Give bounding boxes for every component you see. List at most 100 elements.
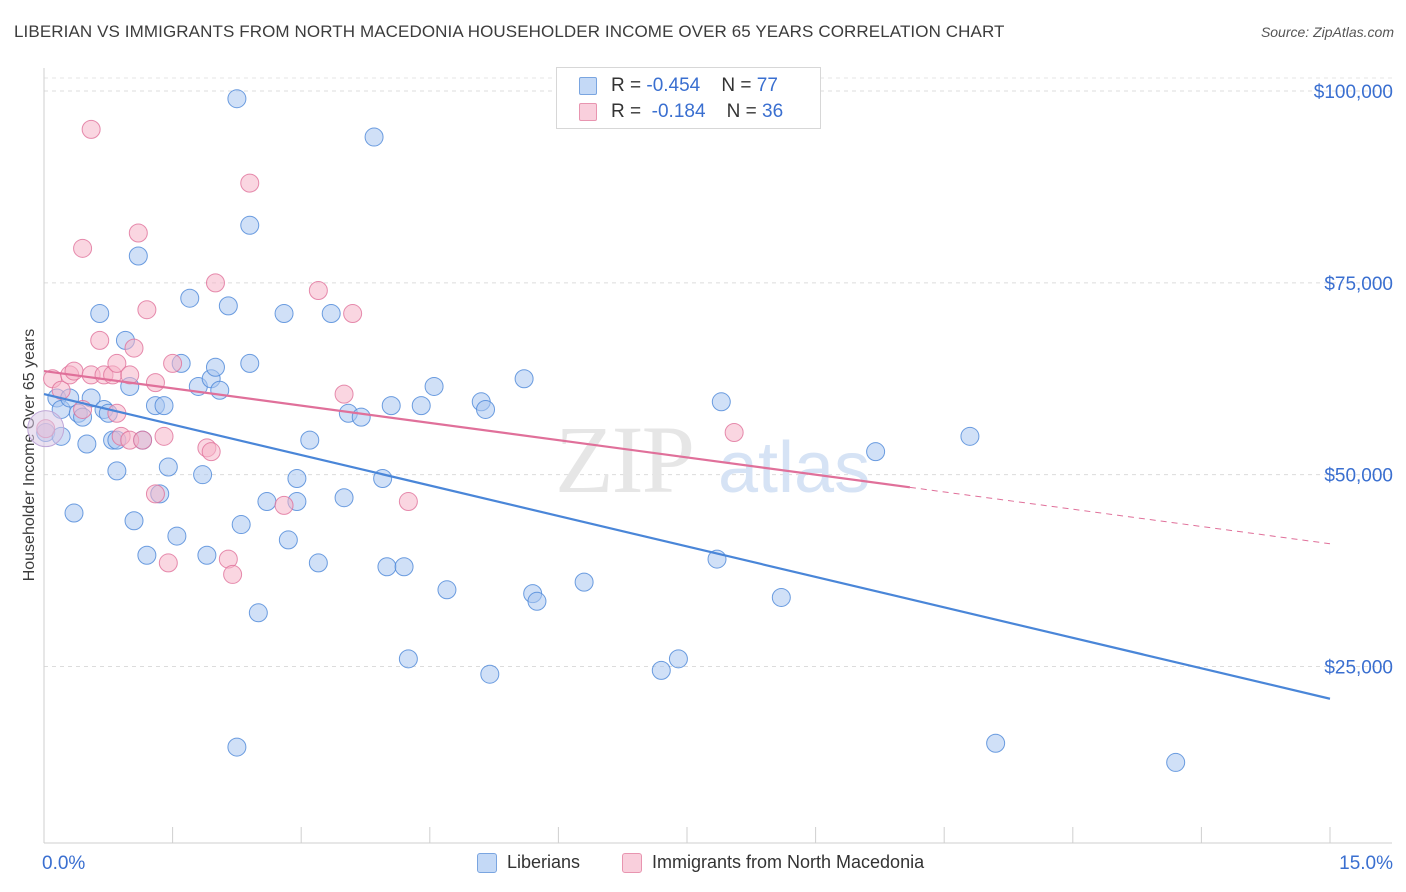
data-point[interactable]: [90, 330, 110, 350]
data-point[interactable]: [81, 119, 101, 139]
x-tick-label-max: 15.0%: [1339, 853, 1393, 874]
data-point[interactable]: [240, 173, 260, 193]
data-point[interactable]: [107, 353, 127, 373]
y-tick-label: $100,000: [1314, 82, 1393, 103]
data-point[interactable]: [167, 526, 187, 546]
data-point[interactable]: [90, 304, 110, 324]
data-point[interactable]: [77, 434, 97, 454]
stats-r-value-liberians: -0.454: [646, 75, 701, 96]
data-point[interactable]: [145, 373, 165, 393]
data-point[interactable]: [223, 564, 243, 584]
axis-layer: [43, 68, 1392, 844]
data-point[interactable]: [137, 300, 157, 320]
data-point[interactable]: [394, 557, 414, 577]
data-point[interactable]: [334, 384, 354, 404]
data-point[interactable]: [197, 545, 217, 565]
data-point[interactable]: [158, 457, 178, 477]
source-label: Source: ZipAtlas.com: [1260, 24, 1394, 40]
data-point[interactable]: [240, 353, 260, 373]
data-point[interactable]: [205, 357, 225, 377]
data-point[interactable]: [158, 553, 178, 573]
data-point[interactable]: [193, 465, 213, 485]
data-point[interactable]: [1166, 752, 1186, 772]
data-point[interactable]: [128, 246, 148, 266]
data-point[interactable]: [257, 492, 277, 512]
data-point[interactable]: [300, 430, 320, 450]
trend-line-liberians: [43, 393, 1331, 700]
data-point[interactable]: [120, 365, 140, 385]
data-point[interactable]: [201, 442, 221, 462]
data-point[interactable]: [724, 422, 744, 442]
data-point[interactable]: [73, 238, 93, 258]
stats-n-label: N =: [721, 75, 757, 96]
chart-title: LIBERIAN VS IMMIGRANTS FROM NORTH MACEDO…: [14, 22, 1005, 41]
data-point[interactable]: [154, 396, 174, 416]
data-point[interactable]: [527, 591, 547, 611]
data-point[interactable]: [476, 399, 496, 419]
data-point[interactable]: [287, 469, 307, 489]
data-point[interactable]: [651, 660, 671, 680]
stats-box: R = -0.454 N = 77 R = -0.184 N = 36: [556, 67, 821, 129]
data-point[interactable]: [145, 484, 165, 504]
data-point[interactable]: [308, 553, 328, 573]
data-point[interactable]: [137, 545, 157, 565]
legend-label-liberians: Liberians: [507, 852, 581, 872]
data-point[interactable]: [227, 737, 247, 757]
data-point[interactable]: [480, 664, 500, 684]
data-point[interactable]: [64, 503, 84, 523]
data-point[interactable]: [574, 572, 594, 592]
data-point[interactable]: [711, 392, 731, 412]
data-point[interactable]: [180, 288, 200, 308]
data-point[interactable]: [128, 223, 148, 243]
data-point[interactable]: [163, 353, 183, 373]
data-point[interactable]: [278, 530, 298, 550]
y-tick-label: $25,000: [1324, 658, 1393, 679]
data-point[interactable]: [133, 430, 153, 450]
legend-swatch-macedonia: [622, 853, 642, 873]
data-point[interactable]: [218, 296, 238, 316]
data-point[interactable]: [107, 461, 127, 481]
data-point[interactable]: [227, 89, 247, 109]
stats-n-value-liberians: 77: [756, 75, 778, 96]
data-point[interactable]: [398, 492, 418, 512]
data-point[interactable]: [205, 273, 225, 293]
data-point[interactable]: [771, 587, 791, 607]
data-point[interactable]: [124, 338, 144, 358]
data-point[interactable]: [668, 649, 688, 669]
data-point[interactable]: [381, 396, 401, 416]
data-point[interactable]: [64, 361, 84, 381]
stats-r-label: R =: [611, 101, 647, 122]
data-point[interactable]: [960, 426, 980, 446]
data-point[interactable]: [124, 511, 144, 531]
data-point[interactable]: [274, 304, 294, 324]
data-point[interactable]: [398, 649, 418, 669]
data-point[interactable]: [240, 215, 260, 235]
data-point[interactable]: [231, 515, 251, 535]
x-tick-label-min: 0.0%: [42, 853, 85, 874]
data-point[interactable]: [411, 396, 431, 416]
stats-swatch-macedonia: [579, 103, 597, 121]
trend-layer: [43, 370, 1331, 700]
data-point[interactable]: [248, 603, 268, 623]
y-tick-label: $50,000: [1324, 466, 1393, 487]
data-point[interactable]: [437, 580, 457, 600]
data-point[interactable]: [351, 407, 371, 427]
data-point[interactable]: [866, 442, 886, 462]
data-point[interactable]: [377, 557, 397, 577]
tick-labels: $25,000 $50,000 $75,000 $100,000 0.0% 15.0%: [42, 82, 1393, 874]
data-point[interactable]: [364, 127, 384, 147]
data-point[interactable]: [343, 304, 363, 324]
watermark-atlas: atlas: [718, 428, 870, 508]
data-point[interactable]: [424, 376, 444, 396]
data-point[interactable]: [154, 426, 174, 446]
data-point-cluster[interactable]: [27, 410, 65, 448]
data-point[interactable]: [321, 304, 341, 324]
data-point[interactable]: [308, 281, 328, 301]
data-point[interactable]: [514, 369, 534, 389]
watermark: ZIP atlas: [555, 406, 870, 513]
data-point[interactable]: [274, 495, 294, 515]
trend-line-extension-macedonia: [909, 486, 1331, 545]
data-point[interactable]: [986, 733, 1006, 753]
data-point[interactable]: [334, 488, 354, 508]
